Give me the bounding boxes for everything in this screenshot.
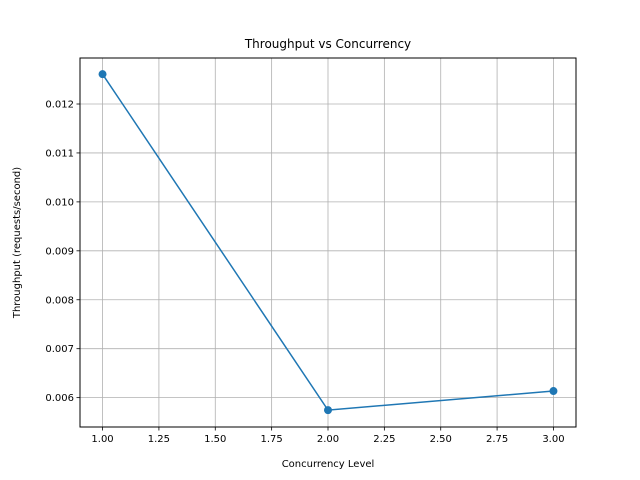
y-tick-label: 0.008 [45, 295, 74, 306]
x-tick-label: 1.75 [261, 434, 283, 445]
x-tick-label: 1.50 [204, 434, 226, 445]
grid [80, 58, 576, 427]
y-tick-label: 0.010 [45, 197, 74, 208]
y-tick-label: 0.011 [45, 148, 74, 159]
data-point-marker [98, 70, 107, 79]
x-tick-label: 2.50 [430, 434, 452, 445]
x-tick-label: 3.00 [542, 434, 564, 445]
series-line [98, 70, 558, 415]
y-tick-label: 0.006 [45, 393, 74, 404]
y-tick-label: 0.007 [45, 344, 74, 355]
y-axis-ticks: 0.006 0.007 0.008 0.009 0.010 0.011 0.012 [45, 100, 80, 404]
data-point-marker [549, 387, 558, 396]
x-tick-label: 1.00 [91, 434, 113, 445]
y-tick-label: 0.012 [45, 100, 74, 111]
x-axis-label: Concurrency Level [282, 459, 375, 470]
chart-title: Throughput vs Concurrency [244, 37, 411, 51]
data-point-marker [324, 406, 332, 415]
x-tick-label: 1.25 [148, 434, 170, 445]
x-axis-ticks: 1.00 1.25 1.50 1.75 2.00 2.25 2.50 2.75 3.00 [91, 427, 565, 445]
x-tick-label: 2.75 [486, 434, 508, 445]
y-axis-label: Throughput (requests/second) [12, 167, 23, 319]
x-tick-label: 2.00 [317, 434, 339, 445]
y-tick-label: 0.009 [45, 246, 74, 257]
x-tick-label: 2.25 [373, 434, 395, 445]
